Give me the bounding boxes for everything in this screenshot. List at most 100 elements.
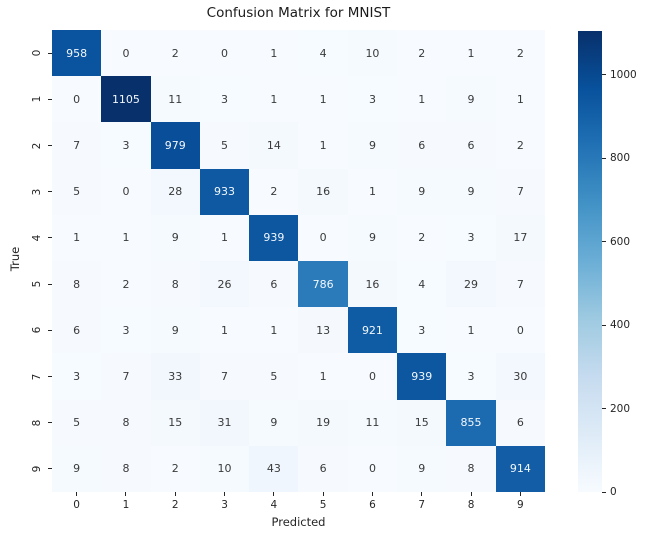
y-tick-mark: [48, 52, 52, 54]
heatmap-cell-r5c0: 8: [52, 261, 102, 308]
heatmap-cell-r4c7: 2: [397, 214, 447, 261]
heatmap-cell-r5c7: 4: [397, 261, 447, 308]
y-tick-label: 1: [31, 95, 43, 103]
y-tick-label: 4: [31, 234, 43, 242]
heatmap-cell-r5c9: 7: [495, 261, 545, 308]
heatmap-cell-r9c0: 9: [52, 445, 102, 492]
heatmap-cell-r9c4: 43: [249, 445, 299, 492]
y-tick-label: 6: [31, 326, 43, 334]
heatmap-cell-r8c0: 5: [52, 399, 102, 446]
heatmap-cell-r2c4: 14: [249, 122, 299, 169]
heatmap-cell-r3c3: 933: [199, 168, 250, 215]
heatmap-cell-r0c0: 958: [52, 30, 102, 77]
heatmap-cell-r3c6: 1: [347, 168, 398, 215]
y-tick-label: 9: [31, 465, 43, 473]
heatmap-cell-r7c0: 3: [52, 353, 102, 400]
heatmap-cell-r5c3: 26: [199, 261, 250, 308]
heatmap-cell-r3c8: 9: [446, 168, 496, 215]
heatmap-cell-r5c1: 2: [101, 261, 151, 308]
heatmap-cell-r2c6: 9: [347, 122, 398, 169]
heatmap-cell-r8c7: 15: [397, 399, 447, 446]
heatmap-cell-r3c0: 5: [52, 168, 102, 215]
heatmap-cell-r1c6: 3: [347, 76, 398, 123]
x-tick-mark: [322, 492, 324, 496]
heatmap-cell-r5c8: 29: [446, 261, 496, 308]
y-axis-label: True: [8, 246, 22, 272]
y-tick-label: 7: [31, 373, 43, 380]
heatmap-cell-r9c8: 8: [446, 445, 496, 492]
heatmap-cell-r9c9: 914: [495, 445, 545, 492]
heatmap-cell-r0c9: 2: [495, 30, 545, 77]
colorbar-tick-mark: [602, 74, 606, 76]
heatmap-cell-r9c6: 0: [347, 445, 398, 492]
heatmap-cell-r6c5: 13: [298, 307, 348, 354]
heatmap-cell-r6c8: 1: [446, 307, 496, 354]
x-tick-mark: [470, 492, 472, 496]
heatmap-cell-r5c2: 8: [150, 261, 200, 308]
heatmap-cell-r8c2: 15: [150, 399, 200, 446]
heatmap-cell-r1c9: 1: [495, 76, 545, 123]
heatmap-cell-r6c3: 1: [199, 307, 250, 354]
heatmap-cell-r0c7: 2: [397, 30, 447, 77]
heatmap-cell-r6c4: 1: [249, 307, 299, 354]
heatmap-cell-r7c5: 1: [298, 353, 348, 400]
heatmap-cell-r6c2: 9: [150, 307, 200, 354]
heatmap-cell-r9c2: 2: [150, 445, 200, 492]
y-tick-mark: [48, 376, 52, 377]
heatmap-cell-r9c5: 6: [298, 445, 348, 492]
x-tick-label: 4: [270, 499, 278, 511]
heatmap-cell-r2c0: 7: [52, 122, 102, 169]
heatmap-cell-r8c9: 6: [495, 399, 545, 446]
y-tick-label: 3: [31, 188, 43, 196]
heatmap-cell-r0c3: 0: [199, 30, 250, 77]
heatmap-cell-r8c6: 11: [347, 399, 398, 446]
heatmap-cell-r3c4: 2: [249, 168, 299, 215]
x-tick-label: 3: [221, 499, 228, 511]
heatmap-cell-r1c8: 9: [446, 76, 496, 123]
heatmap-grid: 958 0 2 0 1 4 10 2 1 2 0 1105 11 3 1 1 3 1 9 1 7 3 979 5 14 1 9 6 6 2…: [52, 30, 545, 492]
y-tick-label: 0: [31, 49, 43, 57]
colorbar-gradient: [578, 31, 602, 492]
heatmap-cell-r4c1: 1: [101, 214, 151, 261]
x-tick-mark: [371, 492, 373, 496]
heatmap-cell-r6c1: 3: [101, 307, 151, 354]
y-tick-mark: [48, 237, 52, 239]
colorbar-tick-mark: [602, 491, 606, 493]
y-tick-mark: [48, 191, 52, 193]
x-tick-label: 8: [467, 499, 475, 511]
x-tick-mark: [421, 492, 423, 496]
heatmap-cell-r8c1: 8: [101, 399, 151, 446]
heatmap-cell-r4c5: 0: [298, 214, 348, 261]
heatmap-cell-r0c5: 4: [298, 30, 348, 77]
heatmap-cell-r4c2: 9: [150, 214, 200, 261]
x-tick-mark: [224, 492, 226, 496]
heatmap-cell-r7c6: 0: [347, 353, 398, 400]
x-tick-mark: [174, 492, 176, 496]
x-tick-label: 2: [171, 499, 179, 511]
heatmap-cell-r2c3: 5: [199, 122, 250, 169]
y-tick-mark: [48, 422, 52, 424]
x-axis-label: Predicted: [271, 515, 326, 529]
heatmap-cell-r1c7: 1: [397, 76, 447, 123]
heatmap-cell-r3c5: 16: [298, 168, 348, 215]
heatmap-cell-r8c3: 31: [199, 399, 250, 446]
y-tick-mark: [48, 145, 52, 146]
heatmap-cell-r2c5: 1: [298, 122, 348, 169]
x-tick-mark: [519, 492, 521, 496]
colorbar-tick-label: 400: [610, 319, 631, 332]
x-tick-label: 6: [369, 499, 376, 511]
heatmap-cell-r9c1: 8: [101, 445, 151, 492]
colorbar-tick-label: 0: [610, 486, 617, 498]
heatmap-cell-r3c1: 0: [101, 168, 151, 215]
colorbar-tick-label: 600: [610, 235, 631, 248]
heatmap-cell-r6c0: 6: [52, 307, 102, 354]
y-tick-mark: [48, 98, 52, 100]
heatmap-cell-r8c4: 9: [249, 399, 299, 446]
heatmap-cell-r6c7: 3: [397, 307, 447, 354]
heatmap-cell-r1c1: 1105: [101, 76, 151, 123]
heatmap-cell-r0c4: 1: [249, 30, 299, 77]
heatmap-cell-r7c3: 7: [199, 353, 250, 400]
heatmap-cell-r2c8: 6: [446, 122, 496, 169]
heatmap-cell-r1c4: 1: [249, 76, 299, 123]
